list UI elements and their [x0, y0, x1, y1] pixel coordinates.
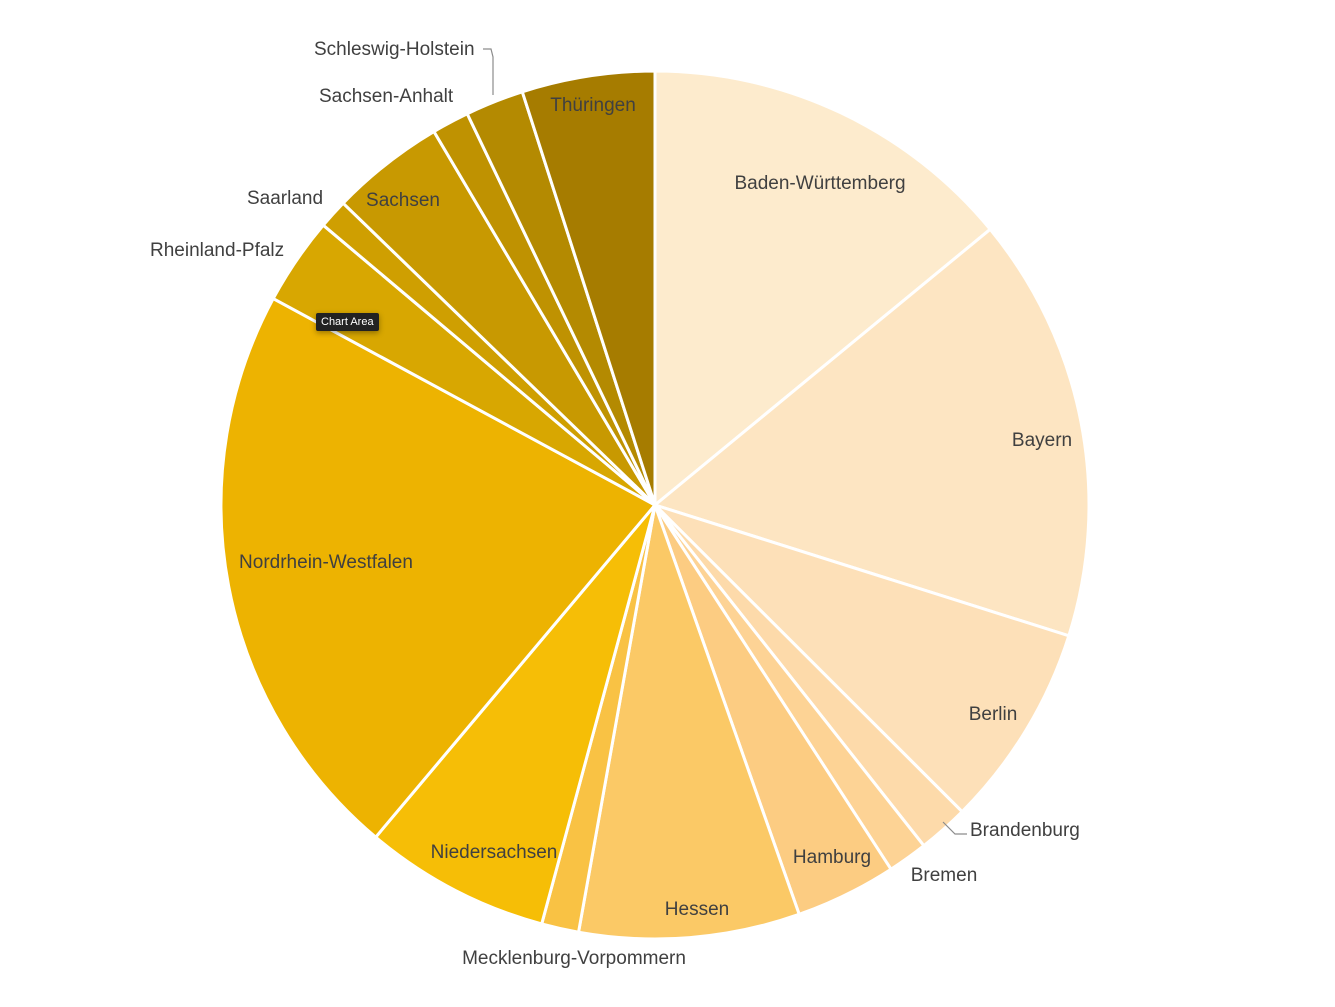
- slice-label-sachsen-anhalt: Sachsen-Anhalt: [319, 86, 454, 107]
- slice-label-baden-wurttemberg: Baden-Württemberg: [734, 173, 905, 194]
- pie-slice-hessen[interactable]: [577, 503, 801, 941]
- pie-slice-bayern[interactable]: [653, 227, 1091, 638]
- slice-label-thuringen: Thüringen: [550, 95, 636, 116]
- slice-label-saarland: Saarland: [247, 188, 323, 209]
- leader-line-brandenburg: [942, 821, 967, 835]
- leader-line-schleswig-holstein: [483, 48, 494, 95]
- pie-slice-baden-wurttemberg[interactable]: [653, 69, 992, 507]
- slice-label-sachsen: Sachsen: [366, 190, 440, 211]
- slice-label-brandenburg: Brandenburg: [970, 820, 1080, 841]
- slice-label-rheinland-pfalz: Rheinland-Pfalz: [150, 240, 284, 261]
- pie-slice-berlin[interactable]: [653, 503, 1071, 814]
- chart-area-tooltip: Chart Area: [316, 313, 379, 331]
- slice-label-hessen: Hessen: [665, 899, 729, 920]
- slice-label-schleswig-holstein: Schleswig-Holstein: [314, 39, 475, 60]
- slice-labels: Baden-Württemberg Bayern Berlin Brandenburg…: [150, 39, 1080, 969]
- slice-label-mecklenburg-vorpommern: Mecklenburg-Vorpommern: [462, 948, 686, 969]
- pie-slice-nordrhein-westfalen[interactable]: [219, 297, 657, 839]
- slice-label-hamburg: Hamburg: [793, 847, 871, 868]
- pie-slice-niedersachsen[interactable]: [374, 503, 657, 926]
- slice-label-bayern: Bayern: [1012, 430, 1072, 451]
- slice-label-berlin: Berlin: [969, 704, 1018, 725]
- slice-label-bremen: Bremen: [911, 865, 978, 886]
- slice-label-nordrhein-westfalen: Nordrhein-Westfalen: [239, 552, 413, 573]
- pie-slices: [219, 69, 1091, 941]
- leader-lines: [483, 48, 967, 835]
- pie-slice-thuringen[interactable]: [520, 69, 657, 507]
- slice-label-niedersachsen: Niedersachsen: [431, 842, 558, 863]
